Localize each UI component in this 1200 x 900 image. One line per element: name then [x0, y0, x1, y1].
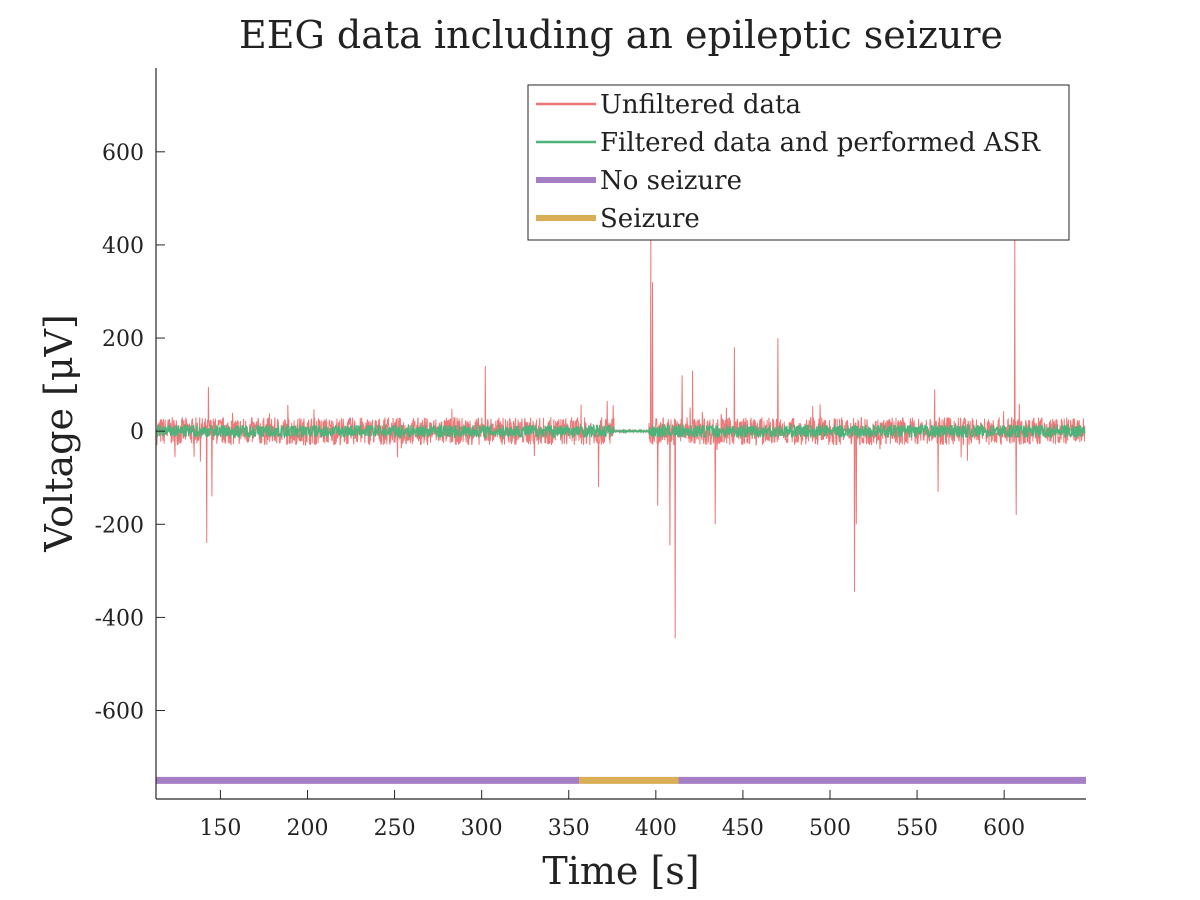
y-axis-ticks: -600 -400 -200 0 200 400 600 [95, 141, 165, 725]
x-tick-label: 200 [287, 816, 329, 841]
x-tick-label: 500 [809, 816, 851, 841]
legend: Unfiltered data Filtered data and perform… [527, 84, 1070, 241]
legend-label: Filtered data and performed ASR [600, 128, 1041, 158]
signal-layer [156, 237, 1086, 639]
y-tick-label: 600 [102, 141, 144, 166]
legend-box [527, 84, 1070, 241]
y-tick-label: 0 [130, 420, 144, 445]
x-tick-label: 250 [374, 816, 416, 841]
legend-label: No seizure [600, 166, 742, 196]
x-tick-label: 450 [722, 816, 764, 841]
x-tick-label: 300 [461, 816, 503, 841]
series-filtered-line [156, 422, 1086, 440]
y-tick-label: -400 [95, 606, 144, 631]
x-tick-label: 600 [983, 816, 1025, 841]
y-tick-label: -600 [95, 700, 144, 725]
series-unfiltered-line [156, 237, 1086, 639]
x-axis-title: Time [s] [542, 849, 699, 893]
x-tick-label: 150 [199, 816, 241, 841]
y-tick-label: 400 [102, 234, 144, 259]
legend-label: Unfiltered data [600, 90, 801, 120]
x-tick-label: 550 [896, 816, 938, 841]
plot-area [156, 237, 1086, 784]
x-axis-ticks: 150 200 250 300 350 400 450 500 550 600 [199, 790, 1025, 841]
y-tick-label: -200 [95, 513, 144, 538]
x-tick-label: 400 [635, 816, 677, 841]
y-axis-title: Voltage [μV] [37, 314, 81, 553]
legend-label: Seizure [600, 204, 700, 234]
x-tick-label: 350 [548, 816, 590, 841]
y-tick-label: 200 [102, 327, 144, 352]
chart-title: EEG data including an epileptic seizure [239, 13, 1003, 57]
